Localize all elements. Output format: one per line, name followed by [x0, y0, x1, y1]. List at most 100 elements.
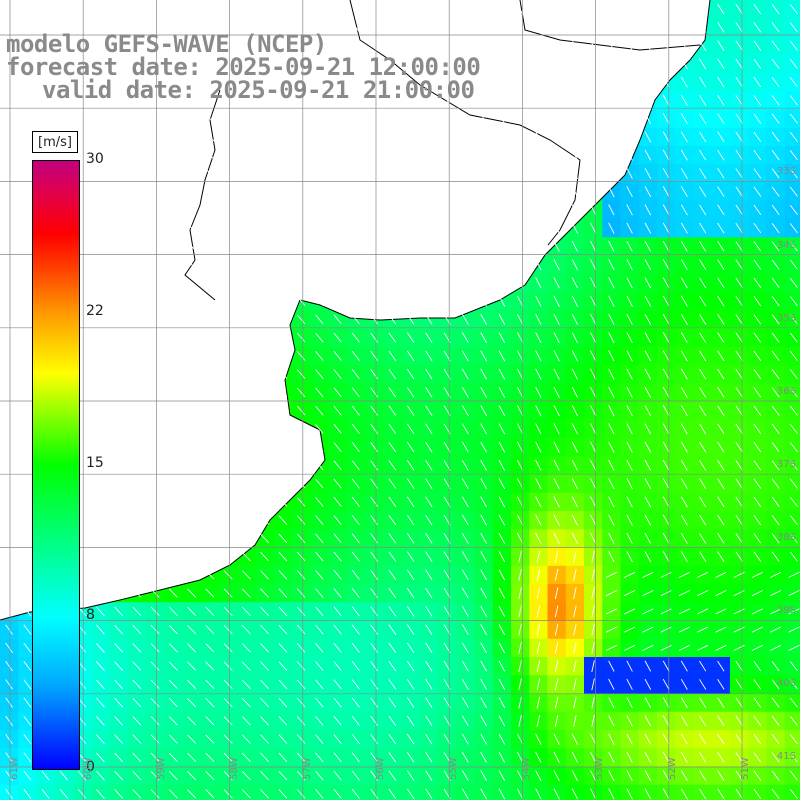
- wind-arrow: [5, 478, 13, 489]
- wind-arrow: [662, 113, 670, 125]
- wind-arrow: [77, 77, 87, 87]
- wind-arrow: [589, 259, 597, 271]
- wind-arrow: [480, 76, 487, 88]
- wind-arrow: [771, 697, 780, 708]
- wind-arrow: [114, 241, 124, 252]
- wind-arrow: [771, 296, 780, 307]
- wind-arrow: [717, 277, 725, 289]
- wind-arrow: [241, 22, 251, 33]
- wind-arrow: [223, 624, 233, 635]
- wind-arrow: [241, 497, 251, 507]
- wind-arrow: [644, 788, 652, 800]
- wind-arrow: [608, 697, 615, 709]
- wind-arrow: [717, 715, 725, 727]
- wind-arrow: [351, 515, 360, 526]
- wind-arrow: [425, 222, 433, 234]
- wind-arrow: [753, 113, 762, 124]
- wind-arrow: [23, 679, 32, 690]
- wind-arrow: [223, 497, 233, 507]
- wind-arrow: [461, 259, 469, 271]
- wind-arrow: [771, 715, 780, 726]
- wind-arrow: [771, 332, 780, 343]
- wind-arrow: [535, 186, 542, 198]
- wind-arrow: [241, 241, 251, 252]
- wind-arrow: [662, 3, 670, 15]
- wind-arrow: [498, 569, 506, 581]
- wind-arrow: [789, 460, 798, 471]
- wind-cell: [346, 784, 366, 800]
- wind-arrow: [425, 40, 433, 51]
- wind-arrow: [753, 131, 762, 143]
- wind-cell: [602, 638, 622, 658]
- wind-arrow: [223, 278, 233, 288]
- wind-arrow: [241, 734, 251, 744]
- wind-cell: [675, 584, 695, 603]
- wind-arrow: [589, 514, 597, 526]
- wind-arrow: [789, 442, 798, 453]
- wind-arrow: [96, 460, 105, 471]
- wind-arrow: [715, 608, 727, 615]
- wind-arrow: [535, 21, 542, 33]
- wind-arrow: [680, 551, 688, 563]
- wind-arrow: [662, 788, 670, 800]
- wind-arrow: [461, 715, 469, 727]
- wind-arrow: [223, 95, 233, 106]
- wind-arrow: [425, 76, 433, 88]
- wind-arrow: [608, 21, 615, 33]
- wind-arrow: [241, 789, 251, 799]
- wind-arrow: [351, 168, 360, 179]
- wind-arrow: [96, 789, 105, 799]
- wind-arrow: [735, 460, 743, 471]
- wind-arrow: [662, 277, 670, 289]
- wind-arrow: [370, 131, 379, 142]
- wind-arrow: [571, 21, 579, 33]
- wind-arrow: [406, 204, 415, 216]
- wind-arrow: [789, 22, 798, 33]
- wind-cell: [730, 620, 749, 640]
- wind-arrow: [425, 788, 433, 800]
- wind-arrow: [351, 131, 360, 142]
- wind-arrow: [223, 351, 233, 361]
- wind-arrow: [187, 789, 197, 799]
- wind-arrow: [114, 478, 124, 489]
- wind-arrow: [571, 40, 579, 52]
- wind-arrow: [333, 715, 342, 726]
- wind-arrow: [624, 644, 636, 651]
- wind-arrow: [626, 386, 633, 398]
- wind-arrow: [553, 478, 560, 490]
- wind-arrow: [187, 570, 197, 580]
- wind-arrow: [699, 22, 707, 33]
- wind-arrow: [516, 149, 524, 161]
- wind-arrow: [5, 40, 13, 51]
- wind-arrow: [351, 770, 360, 781]
- wind-arrow: [205, 22, 215, 33]
- wind-arrow: [96, 278, 105, 288]
- wind-arrow: [205, 405, 215, 416]
- wind-arrow: [406, 496, 415, 508]
- wind-arrow: [480, 21, 487, 33]
- wind-arrow: [461, 624, 469, 636]
- wind-arrow: [735, 715, 743, 727]
- wind-arrow: [5, 533, 13, 544]
- wind-arrow: [571, 770, 579, 782]
- wind-arrow: [789, 150, 798, 161]
- wind-arrow: [333, 332, 342, 343]
- wind-arrow: [241, 752, 251, 763]
- wind-arrow: [77, 59, 87, 69]
- wind-arrow: [461, 186, 469, 198]
- wind-cell: [419, 784, 439, 800]
- wind-arrow: [699, 149, 707, 161]
- lon-label: 55W: [448, 757, 459, 780]
- wind-arrow: [699, 387, 707, 398]
- wind-arrow: [571, 94, 579, 106]
- wind-arrow: [535, 423, 542, 435]
- wind-arrow: [461, 405, 469, 417]
- wind-arrow: [735, 533, 743, 544]
- wind-arrow: [425, 551, 433, 562]
- wind-arrow: [260, 424, 270, 434]
- wind-arrow: [132, 241, 142, 252]
- wind-arrow: [5, 460, 13, 471]
- wind-arrow: [461, 76, 469, 88]
- wind-arrow: [571, 441, 579, 453]
- wind-arrow: [425, 186, 433, 197]
